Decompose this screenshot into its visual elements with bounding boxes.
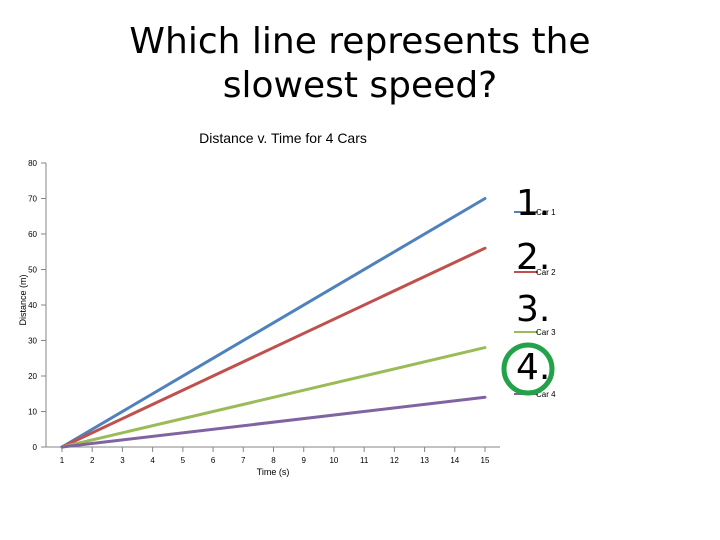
x-tick-label: 1 <box>60 456 65 465</box>
x-tick-label: 4 <box>150 456 155 465</box>
x-tick-label: 6 <box>211 456 216 465</box>
y-tick-label: 70 <box>28 195 37 204</box>
number-label-4: 4. <box>516 347 551 388</box>
series-line-1 <box>60 197 487 449</box>
number-label-1: 1. <box>516 183 551 224</box>
x-tick-label: 10 <box>329 456 338 465</box>
series-line-3 <box>60 346 487 449</box>
chart-title: Distance v. Time for 4 Cars <box>199 130 367 146</box>
number-label-2: 2. <box>516 237 551 278</box>
y-tick-label: 0 <box>33 443 38 452</box>
x-tick-label: 2 <box>90 456 95 465</box>
answer-highlight-circle <box>501 342 555 396</box>
series-line-4 <box>60 395 487 449</box>
y-tick-label: 40 <box>28 301 37 310</box>
series-line-2 <box>60 246 487 449</box>
y-tick-label: 10 <box>28 408 37 417</box>
x-tick-label: 15 <box>481 456 490 465</box>
number-label-3: 3. <box>516 289 551 330</box>
x-tick-label: 7 <box>241 456 246 465</box>
legend-label-2: Car 2 <box>536 268 556 277</box>
x-tick-label: 11 <box>360 456 369 465</box>
y-axis-label: Distance (m) <box>18 274 28 325</box>
x-tick-label: 14 <box>450 456 459 465</box>
x-tick-label: 12 <box>390 456 399 465</box>
y-tick-label: 30 <box>28 337 37 346</box>
x-tick-label: 3 <box>120 456 125 465</box>
x-tick-label: 9 <box>301 456 306 465</box>
y-tick-label: 50 <box>28 266 37 275</box>
y-tick-label: 60 <box>28 230 37 239</box>
legend-label-4: Car 4 <box>536 390 556 399</box>
legend-label-1: Car 1 <box>536 208 556 217</box>
x-tick-label: 5 <box>181 456 186 465</box>
slide-title: Which line represents the slowest speed? <box>129 21 591 106</box>
y-tick-label: 20 <box>28 372 37 381</box>
x-tick-label: 8 <box>271 456 276 465</box>
x-axis-label: Time (s) <box>257 467 290 477</box>
x-tick-label: 13 <box>420 456 429 465</box>
legend-label-3: Car 3 <box>536 328 556 337</box>
y-tick-label: 80 <box>28 159 37 168</box>
